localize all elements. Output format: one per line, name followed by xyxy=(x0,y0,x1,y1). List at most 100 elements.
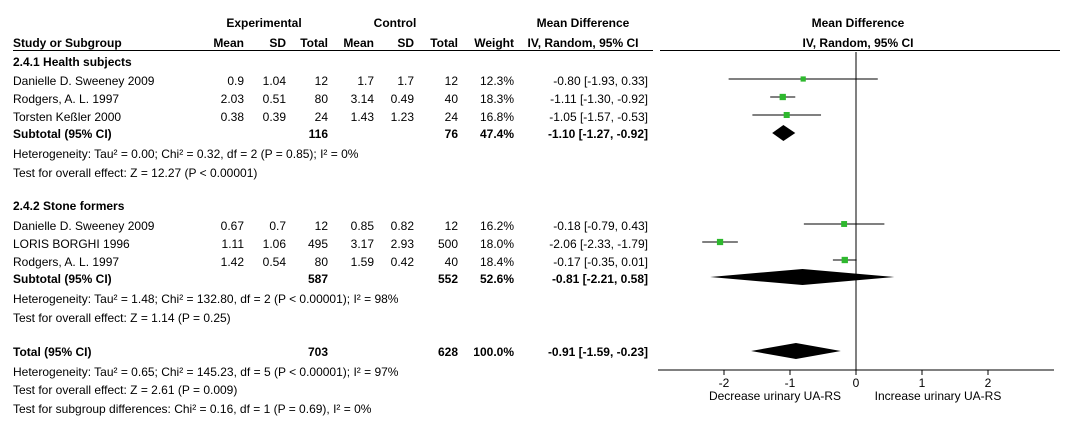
c-total: 40 xyxy=(444,255,458,269)
e-sd: 0.7 xyxy=(269,219,286,233)
c-total: 12 xyxy=(444,219,458,233)
c-total: 76 xyxy=(444,127,458,141)
subgroup-title: 2.4.2 Stone formers xyxy=(13,199,125,213)
heterogeneity-text: Heterogeneity: Tau² = 0.00; Chi² = 0.32,… xyxy=(13,147,359,161)
xlabel-right: Increase urinary UA-RS xyxy=(874,389,1002,403)
weight-header: Weight xyxy=(474,36,514,50)
c-total: 40 xyxy=(444,92,458,106)
c-sd-header: SD xyxy=(397,36,414,50)
study-name: Torsten Keßler 2000 xyxy=(13,110,122,124)
total-overall-effect-text: Test for overall effect: Z = 2.61 (P = 0… xyxy=(13,383,238,397)
c-total: 552 xyxy=(437,272,458,286)
c-mean: 1.43 xyxy=(350,110,374,124)
weight: 16.8% xyxy=(479,110,514,124)
overall-effect-text: Test for overall effect: Z = 12.27 (P < … xyxy=(13,166,258,180)
study-name: Rodgers, A. L. 1997 xyxy=(13,92,120,106)
e-sd: 1.04 xyxy=(262,74,286,88)
c-mean: 3.17 xyxy=(350,237,374,251)
e-sd: 0.54 xyxy=(262,255,286,269)
e-sd: 0.39 xyxy=(262,110,286,124)
weight: 47.4% xyxy=(479,127,514,141)
total-label: Total (95% CI) xyxy=(13,345,92,359)
e-total: 24 xyxy=(314,110,328,124)
x-tick-label: -1 xyxy=(785,376,796,390)
md-ci: -2.06 [-2.33, -1.79] xyxy=(549,237,648,251)
md-ci: -0.80 [-1.93, 0.33] xyxy=(553,74,648,88)
md-ci: -0.18 [-0.79, 0.43] xyxy=(553,219,648,233)
c-sd: 0.82 xyxy=(390,219,414,233)
xlabel-left: Decrease urinary UA-RS xyxy=(708,389,842,403)
c-sd: 2.93 xyxy=(390,237,414,251)
e-total: 587 xyxy=(307,272,328,286)
header-rule xyxy=(13,50,653,51)
e-mean: 0.9 xyxy=(227,74,244,88)
c-sd: 1.7 xyxy=(397,74,414,88)
c-total: 24 xyxy=(444,110,458,124)
md-ci: -0.81 [-2.21, 0.58] xyxy=(551,272,648,286)
subtotal-diamond xyxy=(772,125,796,141)
e-total: 116 xyxy=(308,127,328,141)
e-mean: 2.03 xyxy=(220,92,244,106)
x-tick-label: 0 xyxy=(853,376,860,390)
c-total-header: Total xyxy=(430,36,458,50)
e-total: 80 xyxy=(314,92,328,106)
experimental-header: Experimental xyxy=(226,16,302,30)
c-mean: 3.14 xyxy=(350,92,374,106)
md-group-header: Mean Difference xyxy=(536,16,630,30)
md-ci: -1.11 [-1.30, -0.92] xyxy=(550,92,648,106)
study-marker xyxy=(779,93,786,101)
study-name: Rodgers, A. L. 1997 xyxy=(13,255,120,269)
study-marker xyxy=(783,111,790,119)
e-sd: 0.51 xyxy=(262,92,286,106)
study-name: LORIS BORGHI 1996 xyxy=(13,237,130,251)
c-sd: 0.49 xyxy=(390,92,414,106)
e-total: 703 xyxy=(307,345,328,359)
subtotal-diamond xyxy=(710,269,895,285)
subgroup-title: 2.4.1 Health subjects xyxy=(13,55,132,69)
md-ci: -1.05 [-1.57, -0.53] xyxy=(549,110,648,124)
e-total: 495 xyxy=(307,237,328,251)
control-header: Control xyxy=(373,16,417,30)
md-ci: -0.91 [-1.59, -0.23] xyxy=(547,345,648,359)
e-mean-header: Mean xyxy=(213,36,244,50)
study-name: Danielle D. Sweeney 2009 xyxy=(13,74,155,88)
plot-sub-header: IV, Random, 95% CI xyxy=(802,36,914,50)
x-tick-label: 1 xyxy=(919,376,926,390)
weight: 18.3% xyxy=(479,92,514,106)
plot-header-rule xyxy=(660,50,1060,51)
plot-group-header: Mean Difference xyxy=(811,16,905,30)
weight: 52.6% xyxy=(479,272,514,286)
c-mean: 1.7 xyxy=(357,74,374,88)
subtotal-label: Subtotal (95% CI) xyxy=(13,272,112,286)
study-marker xyxy=(800,76,806,82)
weight: 18.4% xyxy=(479,255,514,269)
e-total: 12 xyxy=(314,219,328,233)
e-mean: 0.38 xyxy=(220,110,244,124)
c-total: 500 xyxy=(437,237,458,251)
c-mean: 1.59 xyxy=(350,255,374,269)
subtotal-label: Subtotal (95% CI) xyxy=(13,127,112,141)
weight: 18.0% xyxy=(479,237,514,251)
weight: 100.0% xyxy=(473,345,514,359)
e-mean: 1.42 xyxy=(220,255,244,269)
weight: 12.3% xyxy=(479,74,514,88)
study-header: Study or Subgroup xyxy=(13,36,122,50)
heterogeneity-text: Heterogeneity: Tau² = 1.48; Chi² = 132.8… xyxy=(13,292,399,306)
x-tick-label: -2 xyxy=(719,376,730,390)
c-mean: 0.85 xyxy=(350,219,374,233)
total-heterogeneity-text: Heterogeneity: Tau² = 0.65; Chi² = 145.2… xyxy=(13,365,399,379)
md-sub-header: IV, Random, 95% CI xyxy=(527,36,639,50)
study-marker xyxy=(841,221,848,227)
study-name: Danielle D. Sweeney 2009 xyxy=(13,219,155,233)
e-sd: 1.06 xyxy=(262,237,286,251)
e-mean: 0.67 xyxy=(220,219,244,233)
c-sd: 1.23 xyxy=(390,110,414,124)
study-marker xyxy=(841,256,848,264)
c-total: 12 xyxy=(444,74,458,88)
c-sd: 0.42 xyxy=(390,255,414,269)
md-ci: -1.10 [-1.27, -0.92] xyxy=(547,127,648,141)
e-total-header: Total xyxy=(300,36,328,50)
e-sd-header: SD xyxy=(269,36,286,50)
e-mean: 1.11 xyxy=(221,237,244,251)
